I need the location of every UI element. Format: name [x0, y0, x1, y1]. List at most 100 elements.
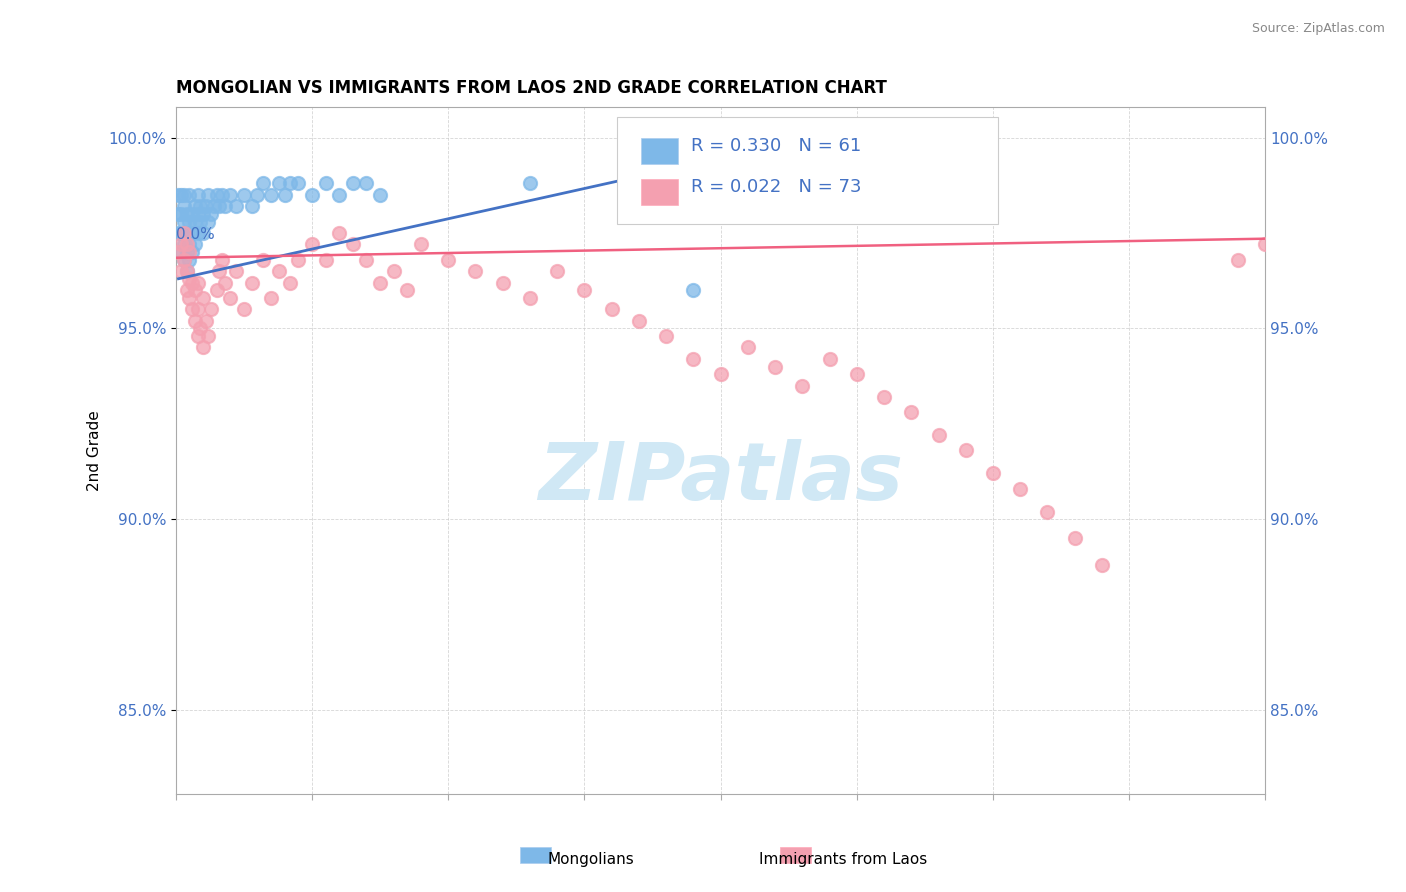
- Point: [176, 207, 198, 221]
- Point: [219, 187, 242, 202]
- Point: [179, 214, 201, 228]
- Point: [176, 264, 198, 278]
- Point: [981, 467, 1004, 481]
- Point: [208, 264, 231, 278]
- Point: [232, 302, 254, 317]
- Point: [342, 177, 364, 191]
- Point: [1063, 531, 1085, 545]
- Point: [269, 177, 291, 191]
- Bar: [641, 179, 678, 205]
- Text: ZIPatlas: ZIPatlas: [538, 439, 903, 517]
- Point: [179, 271, 201, 285]
- Point: [184, 214, 207, 228]
- Point: [173, 214, 195, 228]
- Point: [1254, 237, 1277, 252]
- Point: [260, 187, 283, 202]
- Text: MONGOLIAN VS IMMIGRANTS FROM LAOS 2ND GRADE CORRELATION CHART: MONGOLIAN VS IMMIGRANTS FROM LAOS 2ND GR…: [176, 79, 887, 97]
- Point: [368, 276, 391, 290]
- Point: [197, 187, 219, 202]
- Point: [342, 237, 364, 252]
- Point: [1036, 504, 1059, 518]
- Bar: [641, 138, 678, 164]
- Bar: [520, 847, 551, 863]
- Point: [179, 245, 201, 260]
- Point: [181, 245, 204, 260]
- Point: [200, 302, 222, 317]
- Point: [173, 252, 195, 267]
- Point: [519, 177, 541, 191]
- Point: [176, 237, 198, 252]
- Point: [315, 252, 337, 267]
- Point: [176, 226, 198, 240]
- Point: [211, 187, 233, 202]
- Point: [179, 237, 201, 252]
- Point: [287, 252, 309, 267]
- Point: [197, 214, 219, 228]
- Point: [546, 264, 568, 278]
- Point: [519, 291, 541, 305]
- Point: [173, 226, 195, 240]
- Point: [252, 252, 274, 267]
- Point: [181, 226, 204, 240]
- Point: [176, 264, 198, 278]
- Point: [682, 283, 704, 297]
- Point: [205, 187, 228, 202]
- Point: [928, 428, 950, 442]
- Point: [170, 237, 193, 252]
- Point: [627, 314, 650, 328]
- Point: [176, 283, 198, 297]
- Point: [246, 187, 269, 202]
- Point: [170, 264, 193, 278]
- Point: [191, 207, 214, 221]
- FancyBboxPatch shape: [617, 118, 998, 224]
- Point: [188, 321, 211, 335]
- Point: [900, 405, 922, 419]
- Point: [173, 187, 195, 202]
- Point: [186, 276, 209, 290]
- Point: [191, 341, 214, 355]
- Point: [181, 207, 204, 221]
- Point: [328, 226, 350, 240]
- Point: [301, 187, 323, 202]
- Point: [200, 207, 222, 221]
- Point: [167, 207, 190, 221]
- Point: [186, 329, 209, 343]
- Point: [167, 245, 190, 260]
- Point: [179, 187, 201, 202]
- Point: [205, 283, 228, 297]
- Point: [173, 199, 195, 213]
- Point: [184, 314, 207, 328]
- Point: [181, 302, 204, 317]
- Point: [252, 177, 274, 191]
- Point: [315, 177, 337, 191]
- Text: Immigrants from Laos: Immigrants from Laos: [759, 852, 928, 867]
- Point: [197, 329, 219, 343]
- Point: [170, 245, 193, 260]
- Text: R = 0.022   N = 73: R = 0.022 N = 73: [692, 178, 862, 196]
- Point: [219, 291, 242, 305]
- Point: [181, 276, 204, 290]
- Point: [274, 187, 297, 202]
- Point: [188, 214, 211, 228]
- Point: [464, 264, 486, 278]
- Point: [194, 314, 217, 328]
- Point: [214, 276, 236, 290]
- Point: [682, 351, 704, 366]
- Point: [1227, 252, 1250, 267]
- Point: [167, 187, 190, 202]
- Point: [655, 329, 678, 343]
- Point: [574, 283, 596, 297]
- Point: [170, 226, 193, 240]
- Point: [167, 226, 190, 240]
- Point: [214, 199, 236, 213]
- Point: [208, 199, 231, 213]
- Point: [1091, 558, 1114, 572]
- Point: [437, 252, 460, 267]
- Point: [818, 351, 841, 366]
- Text: 0.0%: 0.0%: [176, 227, 215, 243]
- Point: [225, 199, 247, 213]
- Point: [170, 187, 193, 202]
- Y-axis label: 2nd Grade: 2nd Grade: [87, 410, 103, 491]
- Point: [191, 226, 214, 240]
- Point: [955, 443, 977, 458]
